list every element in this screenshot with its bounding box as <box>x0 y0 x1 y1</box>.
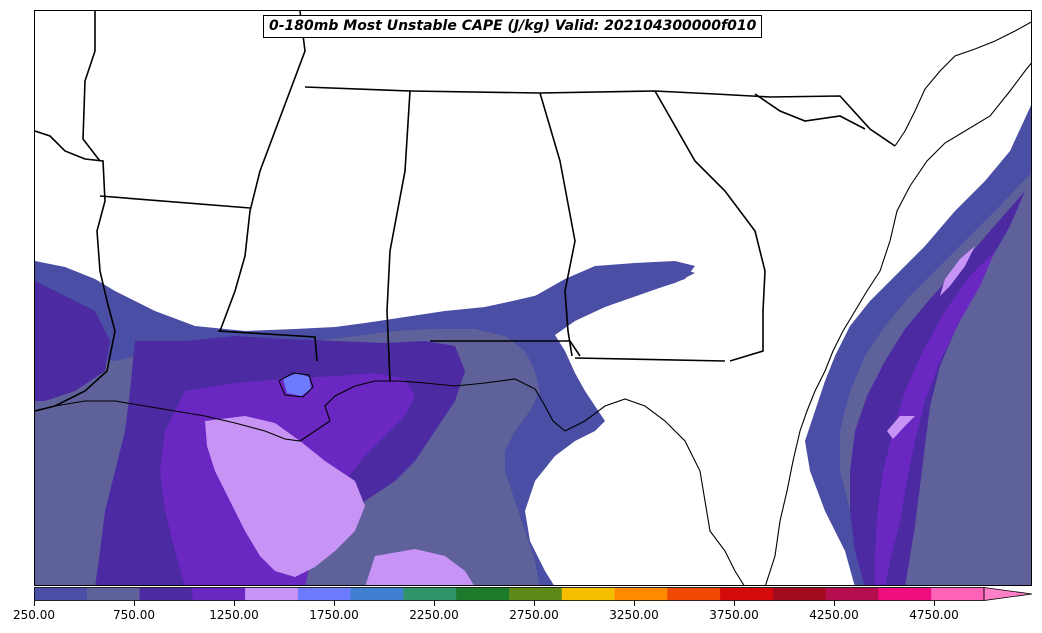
colorbar-tick <box>334 601 335 606</box>
colorbar-swatches <box>34 587 985 601</box>
colorbar-swatch <box>878 587 932 601</box>
colorbar-tick-label: 1750.00 <box>309 608 359 622</box>
colorbar-swatch <box>297 587 352 601</box>
cape-region-1250-d <box>940 246 975 296</box>
cape-region-1500 <box>283 373 311 396</box>
colorbar-tick-label: 2250.00 <box>409 608 459 622</box>
state-boundaries <box>35 11 896 412</box>
cape-fill-layer <box>35 105 1031 585</box>
colorbar-swatch <box>456 587 510 601</box>
colorbar-tick <box>134 601 135 606</box>
colorbar-tick-label: 750.00 <box>113 608 155 622</box>
cape-region-250-c <box>465 261 695 333</box>
colorbar-extend-arrow <box>983 587 1033 601</box>
colorbar-swatch <box>931 587 985 601</box>
colorbar-swatch <box>350 587 404 601</box>
cape-region-1250-b <box>365 549 474 585</box>
colorbar-swatch <box>192 587 246 601</box>
colorbar-tick-label: 250.00 <box>13 608 55 622</box>
cape-region-1250-e <box>887 416 915 439</box>
colorbar-tick <box>234 601 235 606</box>
map-panel: 0-180mb Most Unstable CAPE (J/kg) Valid:… <box>34 10 1032 586</box>
colorbar-swatch <box>509 587 563 601</box>
colorbar-tick-label: 1250.00 <box>209 608 259 622</box>
colorbar-tick-label: 3750.00 <box>709 608 759 622</box>
colorbar-tick-label: 4750.00 <box>909 608 959 622</box>
colorbar-swatch <box>825 587 879 601</box>
colorbar-tick-label: 4250.00 <box>809 608 859 622</box>
colorbar-outline <box>34 587 985 601</box>
colorbar-tick <box>834 601 835 606</box>
colorbar-tick <box>534 601 535 606</box>
colorbar-swatch <box>720 587 774 601</box>
cape-region-1250 <box>205 416 365 577</box>
lake-pontchartrain <box>278 372 314 398</box>
colorbar-swatch <box>245 587 299 601</box>
coastline <box>35 21 1031 585</box>
colorbar-tick-label: 2750.00 <box>509 608 559 622</box>
colorbar-swatch <box>614 587 668 601</box>
map-canvas <box>35 11 1031 585</box>
colorbar-swatch <box>667 587 721 601</box>
colorbar-swatch <box>772 587 827 601</box>
colorbar-tick <box>734 601 735 606</box>
colorbar-swatch <box>561 587 616 601</box>
colorbar-tick-label: 3250.00 <box>609 608 659 622</box>
colorbar-swatch <box>86 587 141 601</box>
colorbar-swatch <box>34 587 88 601</box>
colorbar-tick <box>634 601 635 606</box>
map-title: 0-180mb Most Unstable CAPE (J/kg) Valid:… <box>263 15 763 38</box>
cape-region-750 <box>35 281 110 401</box>
colorbar-swatch <box>139 587 193 601</box>
colorbar-tick <box>934 601 935 606</box>
colorbar-swatch <box>403 587 457 601</box>
colorbar-tick <box>434 601 435 606</box>
colorbar <box>34 587 1033 601</box>
colorbar-tick <box>34 601 35 606</box>
